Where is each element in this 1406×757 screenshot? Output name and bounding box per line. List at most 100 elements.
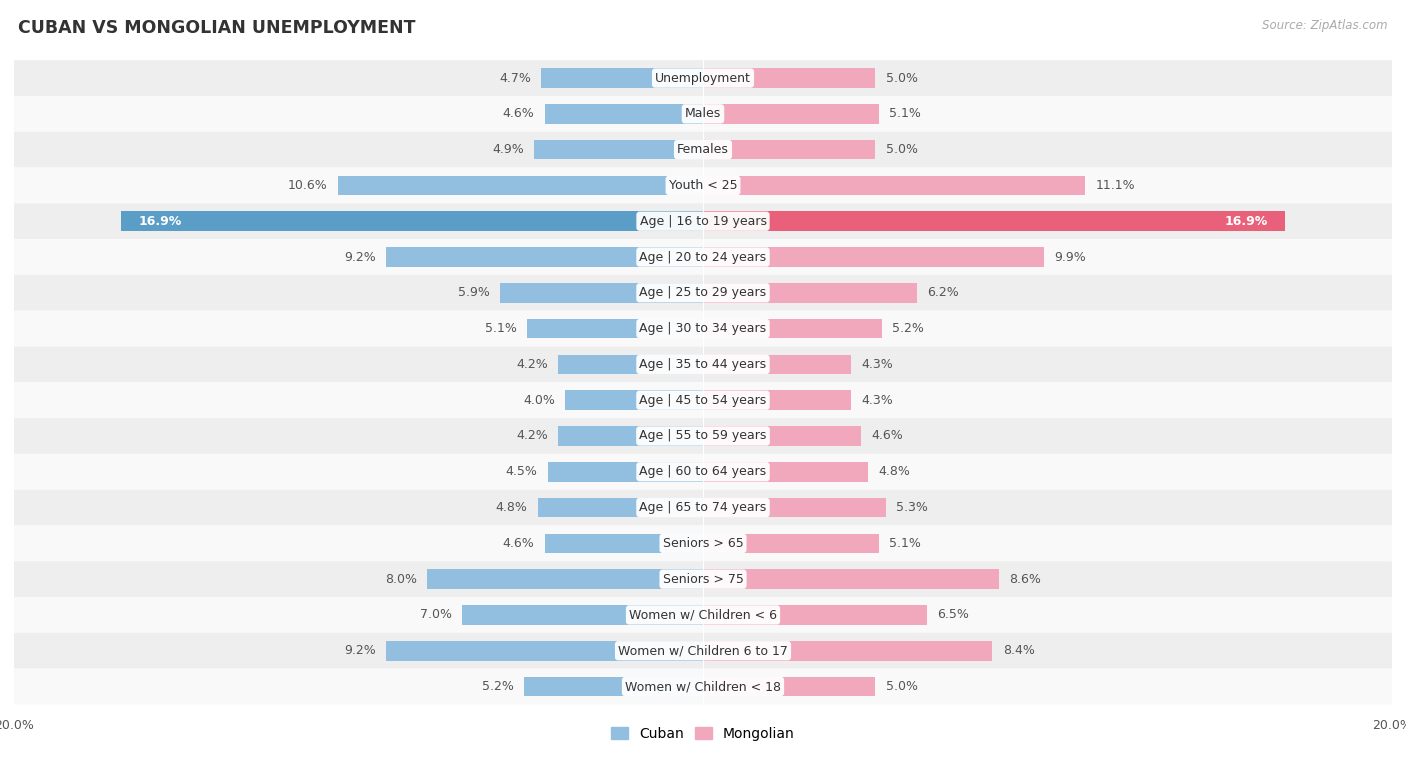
Bar (703, 641, 993, 661)
FancyBboxPatch shape (14, 275, 1392, 310)
FancyBboxPatch shape (14, 454, 1392, 490)
Text: 16.9%: 16.9% (1225, 215, 1268, 228)
Legend: Cuban, Mongolian: Cuban, Mongolian (612, 727, 794, 741)
Text: 8.6%: 8.6% (1010, 572, 1042, 586)
Bar (565, 391, 703, 410)
Text: 4.8%: 4.8% (495, 501, 527, 514)
Text: CUBAN VS MONGOLIAN UNEMPLOYMENT: CUBAN VS MONGOLIAN UNEMPLOYMENT (18, 19, 416, 37)
Text: Males: Males (685, 107, 721, 120)
Bar (544, 534, 703, 553)
Text: 4.5%: 4.5% (506, 466, 537, 478)
Bar (703, 211, 1285, 231)
FancyBboxPatch shape (14, 633, 1392, 668)
Text: Age | 65 to 74 years: Age | 65 to 74 years (640, 501, 766, 514)
Text: 4.2%: 4.2% (516, 358, 548, 371)
Text: Age | 55 to 59 years: Age | 55 to 59 years (640, 429, 766, 443)
FancyBboxPatch shape (14, 204, 1392, 239)
Text: 11.1%: 11.1% (1095, 179, 1135, 192)
Bar (558, 426, 703, 446)
Bar (703, 497, 886, 517)
Bar (121, 211, 703, 231)
Bar (541, 68, 703, 88)
Bar (558, 354, 703, 374)
Bar (703, 104, 879, 123)
Text: Age | 60 to 64 years: Age | 60 to 64 years (640, 466, 766, 478)
Bar (337, 176, 703, 195)
Text: Women w/ Children 6 to 17: Women w/ Children 6 to 17 (619, 644, 787, 657)
Bar (427, 569, 703, 589)
Bar (703, 68, 875, 88)
FancyBboxPatch shape (14, 668, 1392, 705)
FancyBboxPatch shape (14, 525, 1392, 561)
Text: 5.0%: 5.0% (886, 72, 918, 85)
Text: 9.9%: 9.9% (1054, 251, 1085, 263)
Text: Age | 20 to 24 years: Age | 20 to 24 years (640, 251, 766, 263)
Text: 9.2%: 9.2% (344, 644, 375, 657)
Bar (537, 497, 703, 517)
Text: 5.2%: 5.2% (893, 322, 924, 335)
Text: Source: ZipAtlas.com: Source: ZipAtlas.com (1263, 19, 1388, 32)
Text: 5.0%: 5.0% (886, 680, 918, 693)
Text: Seniors > 65: Seniors > 65 (662, 537, 744, 550)
FancyBboxPatch shape (14, 347, 1392, 382)
Text: 4.3%: 4.3% (862, 394, 893, 407)
Bar (703, 319, 882, 338)
Bar (703, 462, 869, 481)
Text: 6.5%: 6.5% (938, 609, 969, 621)
Text: 4.0%: 4.0% (523, 394, 555, 407)
Text: 5.1%: 5.1% (889, 537, 921, 550)
Text: 4.7%: 4.7% (499, 72, 531, 85)
Text: 4.6%: 4.6% (502, 537, 534, 550)
Text: 5.2%: 5.2% (482, 680, 513, 693)
Text: 5.9%: 5.9% (457, 286, 489, 299)
Bar (703, 248, 1045, 267)
Bar (534, 140, 703, 160)
Text: Women w/ Children < 18: Women w/ Children < 18 (626, 680, 780, 693)
Text: 4.2%: 4.2% (516, 429, 548, 443)
Text: Unemployment: Unemployment (655, 72, 751, 85)
Text: Females: Females (678, 143, 728, 156)
Text: 4.6%: 4.6% (872, 429, 904, 443)
Bar (703, 391, 851, 410)
Text: Women w/ Children < 6: Women w/ Children < 6 (628, 609, 778, 621)
Text: 6.2%: 6.2% (927, 286, 959, 299)
Bar (703, 426, 862, 446)
Bar (544, 104, 703, 123)
Text: 9.2%: 9.2% (344, 251, 375, 263)
FancyBboxPatch shape (14, 167, 1392, 204)
Bar (387, 641, 703, 661)
Text: 8.0%: 8.0% (385, 572, 418, 586)
Bar (703, 283, 917, 303)
Text: 16.9%: 16.9% (138, 215, 181, 228)
Text: 5.1%: 5.1% (889, 107, 921, 120)
Bar (703, 605, 927, 625)
Bar (461, 605, 703, 625)
FancyBboxPatch shape (14, 310, 1392, 347)
FancyBboxPatch shape (14, 597, 1392, 633)
Bar (703, 534, 879, 553)
FancyBboxPatch shape (14, 132, 1392, 167)
Bar (387, 248, 703, 267)
Bar (703, 677, 875, 696)
Text: Seniors > 75: Seniors > 75 (662, 572, 744, 586)
Bar (703, 354, 851, 374)
Text: Age | 25 to 29 years: Age | 25 to 29 years (640, 286, 766, 299)
Text: 4.3%: 4.3% (862, 358, 893, 371)
FancyBboxPatch shape (14, 490, 1392, 525)
Text: 4.6%: 4.6% (502, 107, 534, 120)
Text: 5.3%: 5.3% (896, 501, 928, 514)
Text: Age | 45 to 54 years: Age | 45 to 54 years (640, 394, 766, 407)
Text: 5.1%: 5.1% (485, 322, 517, 335)
Bar (703, 569, 1000, 589)
Text: Age | 30 to 34 years: Age | 30 to 34 years (640, 322, 766, 335)
FancyBboxPatch shape (14, 96, 1392, 132)
Text: 8.4%: 8.4% (1002, 644, 1035, 657)
Text: 5.0%: 5.0% (886, 143, 918, 156)
Bar (548, 462, 703, 481)
FancyBboxPatch shape (14, 382, 1392, 418)
Text: Youth < 25: Youth < 25 (669, 179, 737, 192)
Bar (703, 176, 1085, 195)
Text: Age | 16 to 19 years: Age | 16 to 19 years (640, 215, 766, 228)
Text: Age | 35 to 44 years: Age | 35 to 44 years (640, 358, 766, 371)
Text: 10.6%: 10.6% (288, 179, 328, 192)
